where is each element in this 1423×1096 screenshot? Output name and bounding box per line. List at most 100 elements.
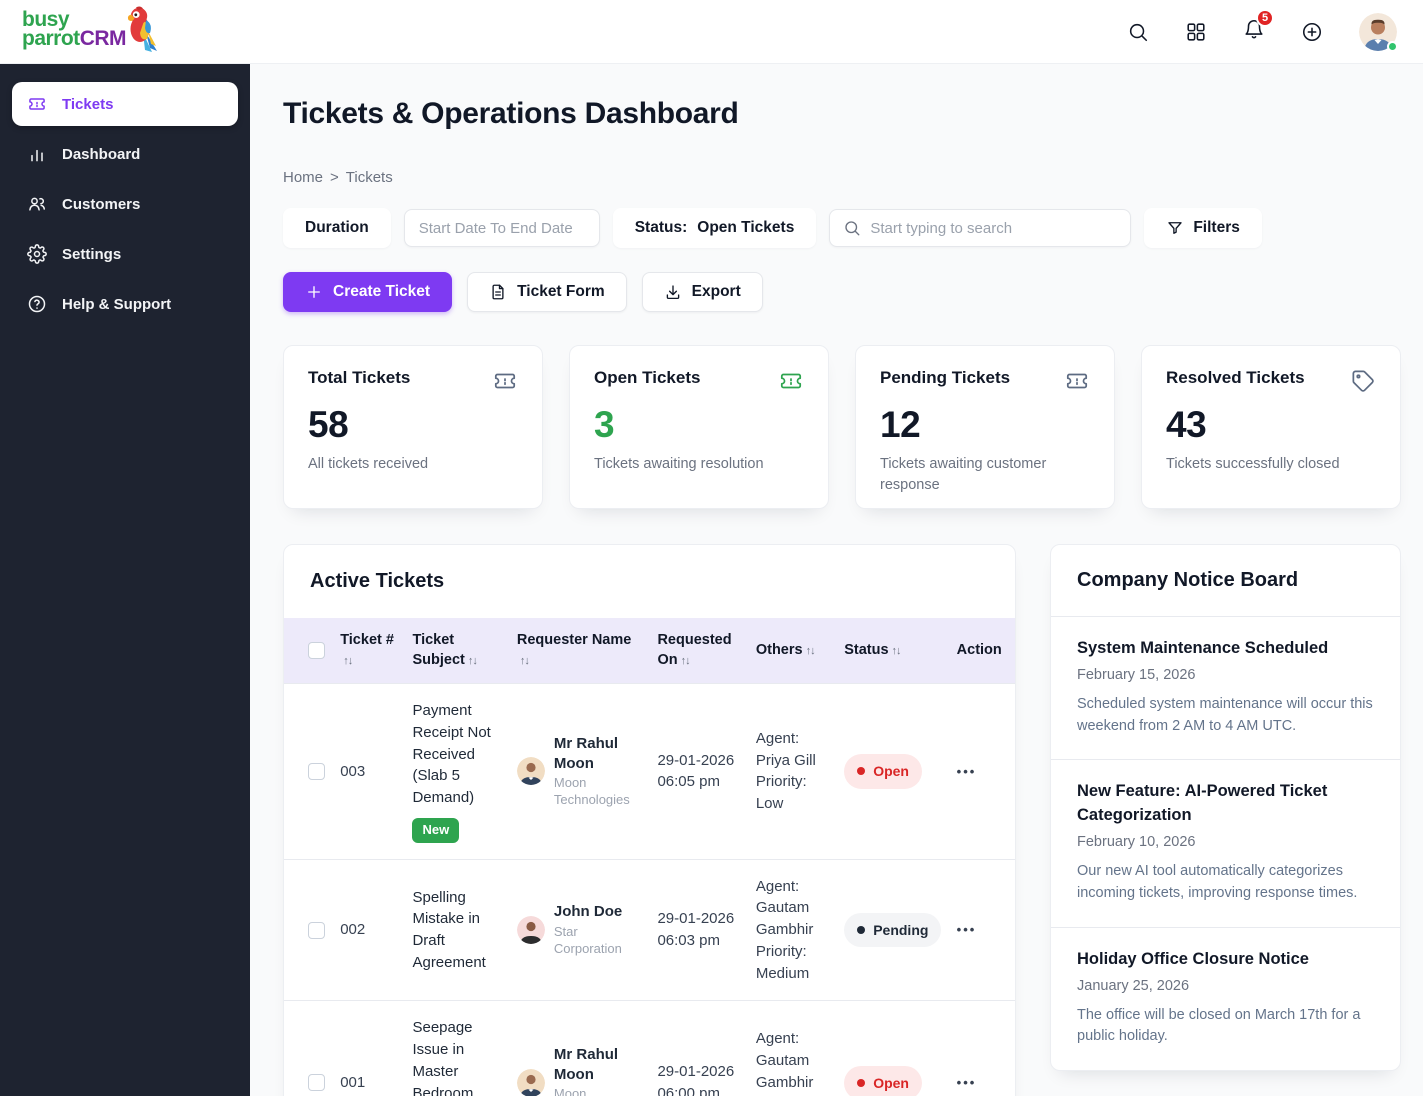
sort-icon[interactable]: [892, 644, 901, 659]
ticket-subject[interactable]: Seepage Issue in Master Bedroom Wall (Fl…: [412, 1019, 474, 1096]
table-header-row: Ticket # Ticket Subject Requester Name R…: [284, 618, 1015, 684]
notice-item[interactable]: New Feature: AI-Powered Ticket Categoriz…: [1051, 760, 1400, 928]
sidebar-item-label: Help & Support: [62, 295, 172, 313]
notice-body: The office will be closed on March 17th …: [1077, 1006, 1361, 1045]
notifications-button[interactable]: 5: [1243, 9, 1274, 45]
logo-line1: busy: [22, 7, 70, 31]
notice-item[interactable]: Holiday Office Closure Notice January 25…: [1051, 928, 1400, 1070]
notice-body: Scheduled system maintenance will occur …: [1077, 695, 1373, 734]
user-avatar[interactable]: [1359, 12, 1398, 52]
right-column: Company Notice Board System Maintenance …: [1050, 544, 1401, 1096]
requester-name[interactable]: John Doe: [553, 903, 623, 921]
status-filter-chip[interactable]: Status: Open Tickets: [612, 208, 817, 248]
column-ticket-id[interactable]: Ticket #: [332, 618, 404, 684]
ticket-subject[interactable]: Spelling Mistake in Draft Agreement: [412, 888, 486, 971]
sort-icon[interactable]: [806, 644, 815, 659]
search-icon[interactable]: [1127, 21, 1149, 43]
sidebar-item-help-support[interactable]: Help & Support: [12, 282, 238, 326]
status-badge-pending: Pending: [844, 912, 942, 948]
stat-value: 58: [308, 404, 349, 445]
requested-on: 29-01-2026 06:05 pm: [649, 683, 748, 860]
ticket-subject[interactable]: Payment Receipt Not Received (Slab 5 Dem…: [412, 702, 491, 807]
bell-icon: [1245, 20, 1263, 39]
date-range-field[interactable]: [403, 209, 600, 247]
sort-icon[interactable]: [468, 654, 477, 669]
notice-title: New Feature: AI-Powered Ticket Categoriz…: [1077, 782, 1328, 825]
stat-card-resolved-tickets: Resolved Tickets 43 Tickets successfully…: [1141, 345, 1401, 509]
ticket-icon: [1066, 373, 1088, 389]
ticket-form-label: Ticket Form: [517, 283, 605, 300]
ticket-id: 002: [332, 858, 405, 1001]
plus-icon: [308, 286, 320, 298]
column-requested-on[interactable]: Requested On: [649, 618, 747, 684]
row-checkbox[interactable]: [308, 1074, 325, 1092]
company-notice-board-panel: Company Notice Board System Maintenance …: [1050, 544, 1401, 1072]
add-new-icon[interactable]: [1301, 21, 1323, 43]
status-filter-value: Open Tickets: [697, 219, 795, 236]
notice-date: January 25, 2026: [1077, 977, 1190, 994]
ticket-id: 001: [332, 1000, 405, 1096]
ticket-row-001: 001 Seepage Issue in Master Bedroom Wall…: [284, 1000, 1015, 1096]
stat-card-total-tickets: Total Tickets 58 All tickets received: [283, 345, 543, 509]
breadcrumb-separator: >: [330, 169, 339, 186]
brand-logo-text: busy parrotCRM: [22, 7, 127, 48]
row-checkbox[interactable]: [308, 762, 325, 780]
row-actions-menu[interactable]: [957, 1074, 977, 1093]
sidebar-item-label: Customers: [62, 195, 141, 213]
apps-grid-icon[interactable]: [1185, 21, 1207, 43]
filter-toolbar: Duration Status: Open Tickets Filters: [283, 208, 1401, 248]
stat-card-open-tickets: Open Tickets 3 Tickets awaiting resoluti…: [569, 345, 829, 509]
status-dot: [857, 1078, 866, 1087]
sidebar-item-tickets[interactable]: Tickets: [12, 82, 238, 126]
sidebar-nav: Tickets Dashboard Customers Settings Hel…: [0, 64, 250, 1096]
requester-name[interactable]: Mr Rahul Moon: [553, 735, 619, 772]
ticket-icon: [780, 373, 802, 389]
date-range-input[interactable]: [418, 219, 585, 237]
search-input[interactable]: [870, 219, 1118, 237]
duration-button[interactable]: Duration: [283, 208, 391, 248]
sort-icon[interactable]: [520, 654, 529, 669]
active-tickets-title: Active Tickets: [310, 570, 445, 592]
select-all-checkbox[interactable]: [308, 642, 325, 660]
sort-icon[interactable]: [343, 654, 352, 669]
header-actions: 5: [1127, 9, 1398, 52]
status-filter-label: Status:: [634, 219, 688, 236]
requester-avatar: [516, 916, 545, 945]
bar-chart-icon: [31, 149, 43, 162]
ticket-icon: [494, 373, 516, 389]
column-others[interactable]: Others: [748, 618, 836, 684]
sidebar-item-settings[interactable]: Settings: [12, 232, 238, 276]
sort-icon[interactable]: [681, 654, 690, 669]
active-tickets-panel: Active Tickets Ticket # Ticket Subject R…: [283, 544, 1016, 1096]
brand-logo[interactable]: busy parrotCRM: [22, 5, 162, 54]
requester-name[interactable]: Mr Rahul Moon: [553, 1046, 619, 1083]
stat-title: Open Tickets: [594, 368, 701, 387]
export-label: Export: [691, 283, 741, 300]
search-field[interactable]: [829, 209, 1132, 247]
ticket-form-button[interactable]: Ticket Form: [467, 272, 627, 312]
sidebar-item-customers[interactable]: Customers: [12, 182, 238, 226]
notice-title: System Maintenance Scheduled: [1077, 639, 1329, 657]
sidebar-item-label: Settings: [62, 245, 122, 263]
create-ticket-button[interactable]: Create Ticket: [283, 272, 453, 312]
users-icon: [29, 197, 45, 211]
column-ticket-subject[interactable]: Ticket Subject: [404, 618, 508, 684]
row-actions-menu[interactable]: [957, 921, 977, 940]
breadcrumb-tickets[interactable]: Tickets: [345, 169, 393, 186]
column-requester-name[interactable]: Requester Name: [509, 618, 650, 684]
filters-button[interactable]: Filters: [1144, 208, 1262, 248]
new-badge: New: [412, 817, 460, 843]
stats-row: Total Tickets 58 All tickets received Op…: [283, 345, 1401, 509]
ticket-others: Agent: Gautam Gambhir Priority: High: [747, 1000, 837, 1096]
column-status[interactable]: Status: [836, 618, 948, 684]
notice-item[interactable]: System Maintenance Scheduled February 15…: [1051, 617, 1400, 761]
sidebar-item-dashboard[interactable]: Dashboard: [12, 132, 238, 176]
breadcrumb-home[interactable]: Home: [283, 169, 324, 186]
notice-date: February 15, 2026: [1077, 666, 1196, 683]
stat-description: All tickets received: [308, 456, 429, 472]
row-checkbox[interactable]: [308, 921, 325, 939]
export-button[interactable]: Export: [641, 272, 763, 312]
download-icon: [666, 285, 679, 300]
row-actions-menu[interactable]: [957, 763, 977, 782]
online-status-dot: [1387, 40, 1398, 52]
